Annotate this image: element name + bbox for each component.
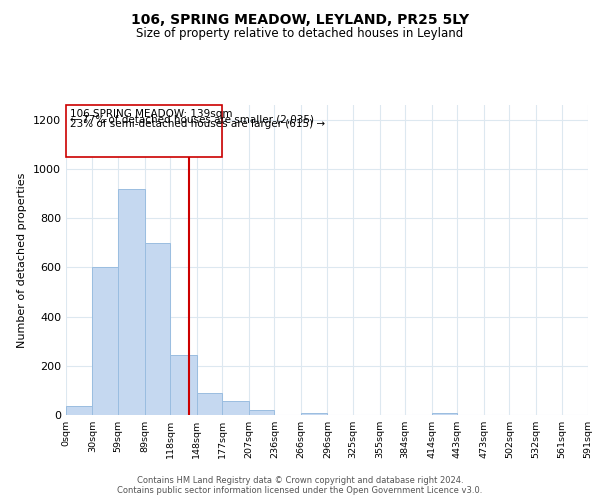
Bar — [431, 412, 457, 415]
Y-axis label: Number of detached properties: Number of detached properties — [17, 172, 28, 348]
Text: ← 77% of detached houses are smaller (2,035): ← 77% of detached houses are smaller (2,… — [70, 114, 314, 124]
Text: Contains HM Land Registry data © Crown copyright and database right 2024.: Contains HM Land Registry data © Crown c… — [137, 476, 463, 485]
Bar — [249, 410, 274, 415]
Text: Size of property relative to detached houses in Leyland: Size of property relative to detached ho… — [136, 28, 464, 40]
Text: 106 SPRING MEADOW: 139sqm: 106 SPRING MEADOW: 139sqm — [70, 110, 232, 120]
Bar — [66, 406, 92, 415]
FancyBboxPatch shape — [66, 105, 223, 156]
Text: 106, SPRING MEADOW, LEYLAND, PR25 5LY: 106, SPRING MEADOW, LEYLAND, PR25 5LY — [131, 12, 469, 26]
Bar — [223, 402, 249, 415]
Bar — [170, 354, 197, 415]
Bar — [92, 268, 118, 415]
Bar — [118, 188, 145, 415]
Text: Contains public sector information licensed under the Open Government Licence v3: Contains public sector information licen… — [118, 486, 482, 495]
Bar — [301, 412, 328, 415]
Bar — [145, 243, 170, 415]
Text: 23% of semi-detached houses are larger (615) →: 23% of semi-detached houses are larger (… — [70, 120, 325, 130]
Bar — [197, 393, 223, 415]
